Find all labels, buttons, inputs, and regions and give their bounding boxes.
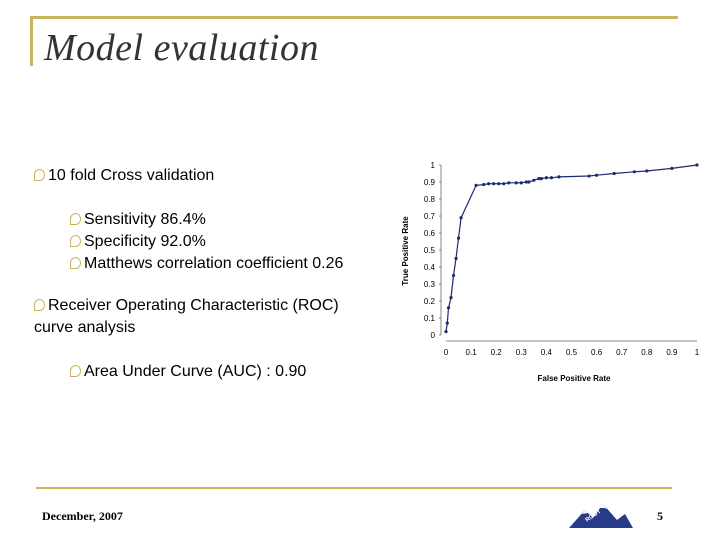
roc-point: [482, 182, 486, 187]
footer-rule: [36, 487, 672, 489]
roc-point: [514, 181, 518, 185]
x-tick-label: 1: [695, 348, 700, 357]
bullet-icon: [70, 365, 81, 377]
roc-point: [539, 177, 543, 181]
bullet-icon: [70, 235, 81, 247]
bullet-roc: Receiver Operating Characteristic (ROC): [34, 296, 339, 316]
roc-point: [549, 176, 554, 180]
x-tick-label: 0.7: [616, 348, 628, 357]
y-tick-label: 0.5: [424, 246, 436, 255]
roc-point: [532, 178, 536, 182]
bullet-matthews: Matthews correlation coefficient 0.26: [70, 254, 343, 274]
x-tick-label: 0.9: [666, 348, 678, 357]
roc-point: [445, 321, 449, 325]
roc-point: [459, 216, 463, 220]
slide-title: Model evaluation: [44, 27, 319, 69]
roc-point: [527, 180, 531, 184]
x-tick-label: 0.6: [591, 348, 603, 357]
bullet-icon: [34, 299, 45, 311]
roc-point: [695, 163, 699, 167]
footer-date: December, 2007: [42, 509, 123, 523]
bullet-cross-validation: 10 fold Cross validation: [34, 166, 214, 186]
x-tick-label: 0: [444, 348, 449, 357]
roc-point: [632, 170, 636, 174]
y-tick-label: 0.8: [424, 195, 436, 204]
bullet-icon: [70, 257, 81, 269]
bullet-sensitivity: Sensitivity 86.4%: [70, 210, 206, 230]
y-tick-label: 0.2: [424, 297, 436, 306]
roc-point: [557, 175, 561, 179]
x-tick-label: 0.2: [491, 348, 503, 357]
title-frame-left: [30, 16, 33, 66]
roc-chart: 0 0.1 0.2 0.3 0.4 0.5 0.6 0.7 0.8 0.9 1 0 0.1 0.2 0.3 0…: [401, 161, 700, 383]
roc-point: [612, 171, 616, 176]
bullet-roc-continued: curve analysis: [34, 319, 136, 336]
y-axis-label: True Positive Rate: [401, 216, 410, 286]
x-tick-label: 0.5: [566, 348, 578, 357]
roc-point: [444, 330, 448, 334]
roc-point: [544, 176, 548, 180]
roc-curve-line: [445, 164, 698, 332]
y-tick-label: 0.6: [424, 229, 436, 238]
y-tick-label: 0.1: [424, 314, 436, 323]
y-tick-label: 1: [431, 161, 436, 170]
x-tick-label: 0.3: [516, 348, 528, 357]
roc-point: [519, 181, 523, 185]
roc-point: [645, 169, 649, 173]
title-frame-top: [30, 16, 678, 19]
bullet-auc: Area Under Curve (AUC) : 0.90: [70, 362, 306, 382]
roc-point: [524, 180, 528, 184]
y-tick-label: 0.3: [424, 280, 436, 289]
roc-point: [537, 177, 541, 181]
bullet-icon: [70, 213, 81, 225]
x-tick-label: 0.4: [541, 348, 553, 357]
x-tick-label: 0.8: [641, 348, 653, 357]
roc-point: [497, 182, 501, 186]
x-tick-label: 0.1: [466, 348, 478, 357]
roc-point: [507, 181, 511, 185]
page-number: 5: [657, 509, 663, 523]
roc-point: [451, 273, 456, 278]
roc-point: [487, 182, 491, 186]
roc-point: [454, 256, 458, 261]
roc-point: [474, 183, 478, 187]
roc-point: [587, 174, 591, 178]
bullet-icon: [34, 169, 45, 181]
roc-point: [670, 166, 674, 170]
y-tick-label: 0.7: [424, 212, 436, 221]
bullet-specificity: Specificity 92.0%: [70, 232, 206, 252]
y-tick-label: 0.9: [424, 178, 436, 187]
roc-point: [456, 236, 461, 240]
roc-point: [446, 306, 451, 310]
x-axis-label: False Positive Rate: [538, 374, 611, 383]
roc-point: [492, 182, 496, 186]
roc-point: [502, 182, 506, 186]
mountain-logo-icon: ROOT: [567, 498, 633, 530]
roc-point: [449, 296, 453, 300]
y-tick-label: 0: [431, 331, 436, 340]
roc-point: [595, 173, 599, 177]
y-tick-label: 0.4: [424, 263, 436, 272]
